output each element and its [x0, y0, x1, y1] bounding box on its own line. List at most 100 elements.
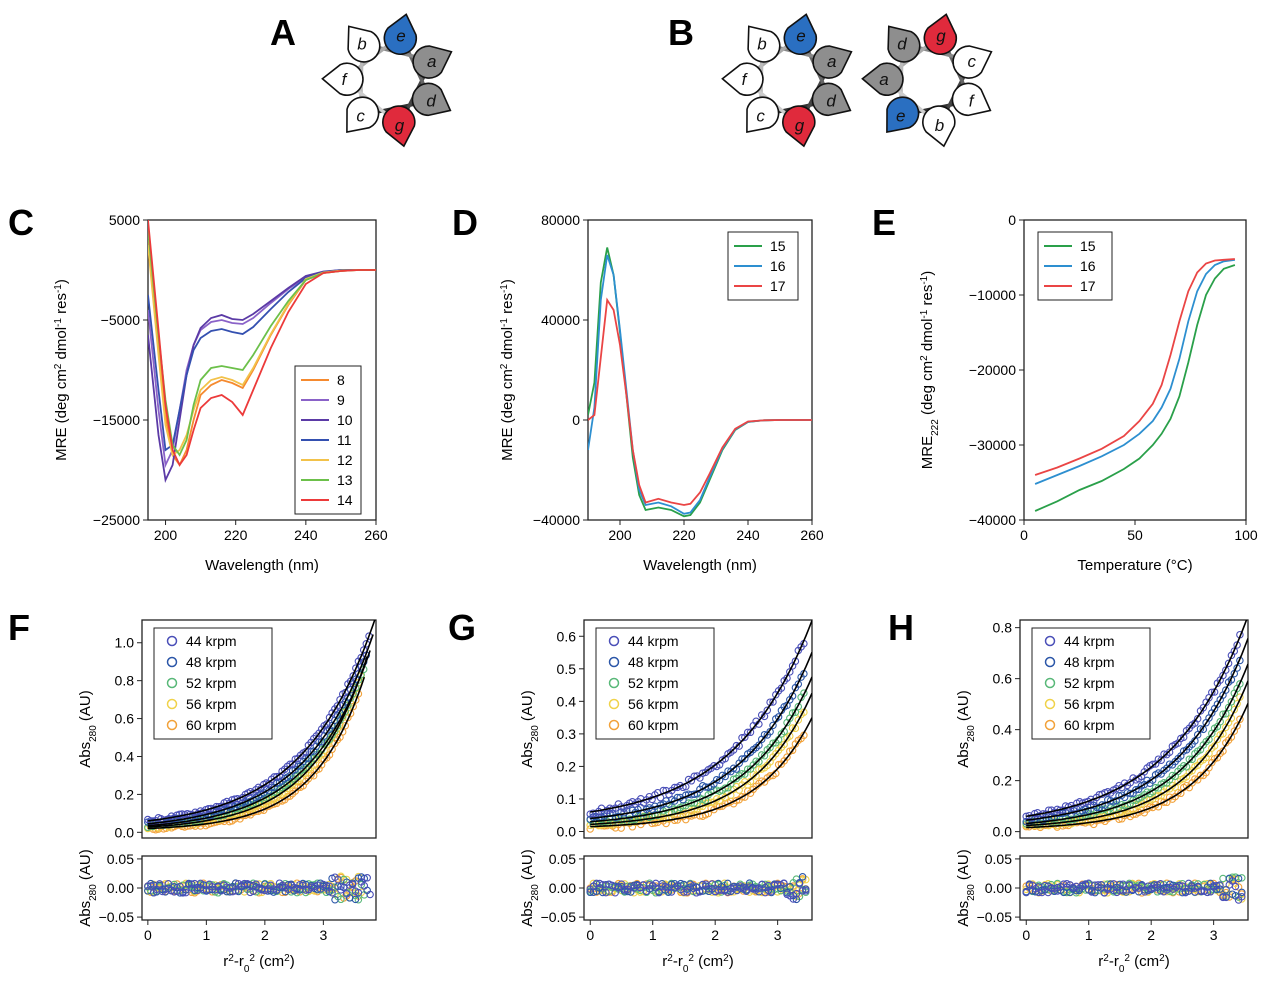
data-point — [1188, 755, 1196, 764]
legend-label: 52 krpm — [186, 675, 237, 691]
residual-point — [620, 885, 629, 894]
data-point — [273, 772, 281, 781]
legend-marker-52 krpm — [608, 677, 620, 689]
residual-point — [187, 880, 196, 888]
residual-point — [723, 879, 732, 888]
legend-label-16: 16 — [770, 258, 786, 274]
data-point — [752, 772, 760, 780]
residual-point — [1141, 888, 1149, 896]
y-tick-label: 0.3 — [557, 726, 577, 742]
residual-point — [1088, 888, 1096, 896]
residual-y-tick-label: −0.05 — [977, 909, 1013, 925]
data-point — [1224, 703, 1233, 712]
data-point — [712, 775, 721, 784]
heptad-label: e — [396, 26, 405, 45]
residual-point — [767, 887, 776, 895]
data-point — [696, 812, 704, 820]
x-tick-label: 100 — [1234, 527, 1258, 543]
x-tick-label: 240 — [736, 527, 760, 543]
heptad-position-b — [922, 105, 956, 148]
legend-marker-56 krpm — [1044, 698, 1056, 710]
y-axis-label: MRE222 (deg cm2 dmol-1 res-1) — [919, 271, 941, 469]
plot-frame — [141, 619, 377, 839]
data-point — [1160, 798, 1168, 806]
y-tick-label: 80000 — [541, 212, 580, 228]
residual-point — [795, 879, 804, 888]
panel-label-c: C — [8, 202, 34, 243]
heptad-label: b — [935, 116, 944, 135]
data-point — [769, 698, 777, 706]
residual-point — [202, 886, 211, 894]
residual-point — [354, 895, 363, 904]
residual-point — [1025, 881, 1034, 889]
legend-label: 52 krpm — [628, 675, 679, 691]
data-point — [333, 702, 342, 710]
heptad-position-d — [887, 25, 921, 63]
x-tick-label: 2 — [1147, 927, 1155, 943]
y-tick-label: 0 — [572, 412, 580, 428]
data-point — [352, 664, 360, 672]
residual-point — [363, 874, 371, 882]
data-point — [769, 721, 777, 730]
residual-point — [170, 888, 178, 896]
residual-y-axis-label: Abs280 (AU) — [77, 849, 99, 927]
helical-wheel-a: c g d a e bf — [321, 13, 453, 148]
residual-point — [360, 882, 369, 890]
residual-point — [348, 880, 357, 889]
heptad-position-e — [783, 13, 818, 56]
residual-y-tick-label: −0.05 — [541, 909, 577, 925]
x-axis-label: r2-r02 (cm2) — [1098, 953, 1169, 975]
residual-point — [695, 888, 704, 896]
data-point — [1224, 659, 1233, 668]
data-point — [611, 813, 620, 822]
x-tick-label: 50 — [1127, 527, 1143, 543]
heptad-position-e — [886, 96, 920, 134]
y-tick-label: 0.4 — [115, 748, 135, 764]
data-point — [323, 720, 331, 728]
heptad-label: a — [827, 52, 836, 71]
x-tick-label: 0 — [144, 927, 152, 943]
data-point — [752, 757, 760, 766]
y-tick-label: 0.0 — [115, 824, 135, 840]
data-point — [1132, 786, 1140, 794]
series-line-14 — [148, 220, 376, 467]
y-tick-label: 0.8 — [993, 620, 1013, 636]
series-line-17 — [1034, 258, 1235, 476]
fit-line-44 krpm — [147, 620, 376, 822]
legend-label: 48 krpm — [628, 654, 679, 670]
residual-point — [328, 888, 336, 897]
legend: 8 9 10 11 12 13 14 — [294, 365, 362, 515]
residual-point — [1219, 874, 1227, 883]
heptad-label: e — [796, 26, 805, 45]
data-point — [286, 760, 294, 769]
data-point — [1067, 815, 1075, 824]
residual-point — [223, 883, 231, 891]
legend-marker-52 krpm — [166, 677, 178, 689]
x-axis-label: Wavelength (nm) — [643, 557, 757, 574]
residual-point — [789, 895, 798, 903]
residual-point — [342, 890, 351, 898]
data-point — [1227, 698, 1236, 706]
fit-line-48 krpm — [147, 634, 374, 825]
fit-line-48 krpm — [1026, 638, 1248, 821]
data-point — [732, 741, 741, 750]
data-point — [315, 738, 323, 746]
series-line-15 — [1034, 264, 1236, 512]
y-tick-label: 0.2 — [993, 773, 1013, 789]
data-point — [763, 706, 772, 715]
residual-y-tick-label: 0.05 — [549, 851, 576, 867]
y-axis-label: MRE (deg cm2 dmol-1 res-1) — [53, 279, 71, 461]
residual-point — [182, 888, 190, 897]
x-tick-label: 3 — [1210, 927, 1218, 943]
residual-point — [176, 882, 184, 891]
heptad-label: e — [896, 106, 905, 125]
residual-point — [680, 888, 688, 896]
legend-marker-48 krpm — [166, 656, 178, 668]
residual-point — [664, 888, 673, 896]
residual-point — [1091, 888, 1099, 897]
data-point — [1160, 779, 1168, 787]
data-point — [755, 758, 763, 766]
x-tick-label: 3 — [319, 927, 327, 943]
